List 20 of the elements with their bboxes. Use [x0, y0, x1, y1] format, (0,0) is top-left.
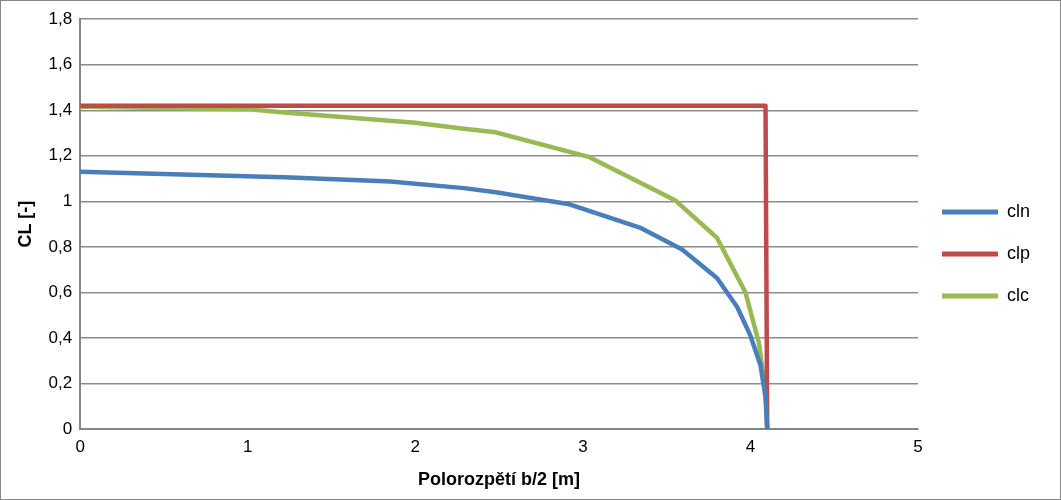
y-tick-label: 0,2 — [48, 373, 73, 393]
y-tick-label: 0,8 — [48, 236, 73, 256]
y-tick-label: 1,6 — [48, 54, 73, 74]
y-tick-label: 1,8 — [48, 8, 73, 28]
y-tick-label: 0 — [62, 418, 73, 438]
legend-label: clc — [1006, 284, 1029, 305]
y-tick-label: 1,2 — [48, 145, 73, 165]
x-axis-title: Polorozpětí b/2 [m] — [418, 469, 581, 490]
y-axis-title: CL [-] — [14, 200, 35, 248]
y-tick-label: 1 — [62, 191, 73, 211]
legend-label: cln — [1006, 200, 1031, 221]
y-tick-label: 0,6 — [48, 282, 73, 302]
x-tick-label: 3 — [578, 436, 588, 456]
x-tick-label: 1 — [243, 436, 253, 456]
y-tick-label: 0,4 — [48, 327, 73, 347]
x-tick-label: 2 — [410, 436, 421, 456]
y-tick-label: 1,4 — [48, 99, 73, 119]
legend-label: clp — [1006, 242, 1031, 263]
x-tick-label: 5 — [913, 436, 923, 456]
x-tick-label: 4 — [745, 436, 756, 456]
